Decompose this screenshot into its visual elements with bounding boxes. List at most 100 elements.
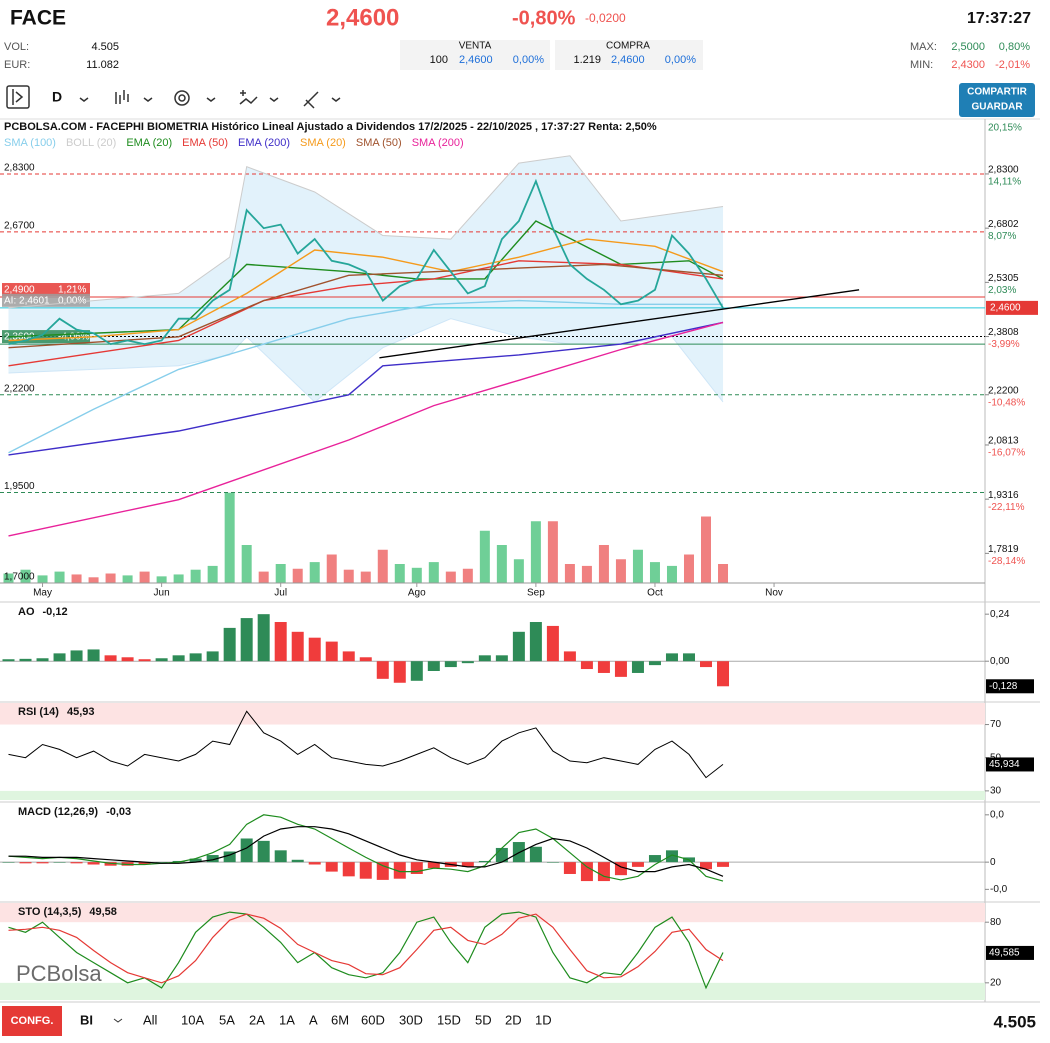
range-button[interactable]: 2A	[249, 1012, 265, 1027]
panel-title: AO	[18, 606, 35, 618]
legend-entry[interactable]: SMA (200)	[412, 137, 464, 149]
histogram-bar	[2, 659, 15, 662]
volume-bar	[513, 559, 524, 583]
histogram-bar	[19, 862, 32, 864]
period-button[interactable]: D	[52, 89, 62, 105]
volume-bar	[377, 549, 388, 583]
range-button[interactable]: 15D	[437, 1012, 461, 1027]
histogram-bar	[529, 846, 542, 863]
symbol: FACE	[10, 7, 66, 30]
mode-button[interactable]: BI	[80, 1012, 93, 1027]
range-button[interactable]: All	[143, 1012, 158, 1027]
volume-bar	[547, 521, 558, 583]
histogram-bar	[717, 862, 730, 867]
macd-line	[8, 814, 724, 882]
range-button[interactable]: 5A	[219, 1012, 235, 1027]
draw-button[interactable]	[303, 91, 319, 109]
indicators-button[interactable]	[239, 90, 258, 105]
legend-entry[interactable]: BOLL (20)	[66, 137, 116, 149]
eur: 11.082	[86, 59, 119, 71]
histogram-bar	[189, 653, 202, 662]
histogram-bar	[325, 862, 338, 872]
range-button[interactable]: 2D	[505, 1012, 522, 1027]
volume-bar	[37, 575, 48, 583]
chart-type-button[interactable]	[115, 90, 129, 104]
min-label: MIN:	[910, 59, 933, 71]
level-label: 1,9500	[4, 481, 35, 492]
histogram-bar	[580, 661, 593, 670]
current-value-box	[986, 679, 1034, 694]
pct-label: 2,03%	[988, 285, 1016, 296]
panel-toggle[interactable]	[6, 85, 30, 109]
min-pct: -2,01%	[995, 59, 1030, 71]
d-line	[8, 913, 724, 984]
legend-entry[interactable]: EMA (20)	[126, 137, 172, 149]
current-value-label: 45,934	[989, 759, 1020, 770]
range-button[interactable]: A	[309, 1012, 318, 1027]
price-line	[8, 178, 724, 346]
volume-bar	[139, 571, 150, 583]
histogram-bar	[274, 622, 287, 662]
histogram-bar	[700, 862, 713, 870]
venta-price: 2,4600	[459, 54, 493, 66]
dropdown-arrows	[79, 97, 341, 102]
histogram-bar	[478, 655, 491, 662]
range-button[interactable]: 60D	[361, 1012, 385, 1027]
panel-value: 45,93	[67, 706, 95, 718]
range-button[interactable]: 10A	[181, 1012, 204, 1027]
share-button[interactable]	[959, 83, 1035, 117]
compra-qty: 1.219	[573, 54, 601, 66]
signal-line	[8, 826, 724, 877]
legend-entry[interactable]: EMA (50)	[182, 137, 228, 149]
volume-bar	[173, 574, 184, 583]
volume-bar	[343, 569, 354, 583]
x-tick-label: Oct	[647, 588, 663, 599]
histogram-bar	[155, 658, 168, 662]
level-label-box	[2, 283, 90, 297]
range-button[interactable]: 6M	[331, 1012, 349, 1027]
current-price-box	[986, 300, 1038, 315]
legend-entry[interactable]: SMA (20)	[300, 137, 346, 149]
legend-entry[interactable]: EMA (200)	[238, 137, 290, 149]
overlay-line	[8, 321, 724, 537]
histogram-bar	[563, 651, 576, 662]
histogram-bar	[87, 862, 100, 865]
vol-label: VOL:	[4, 41, 29, 53]
range-button[interactable]: 1A	[279, 1012, 295, 1027]
current-value-label: 49,585	[989, 948, 1020, 959]
volume-bar	[3, 573, 14, 583]
histogram-bar	[223, 851, 236, 863]
histogram-bar	[36, 862, 49, 864]
pct-label: -22,11%	[988, 502, 1025, 513]
panel-title: RSI (14)	[18, 706, 59, 718]
histogram-bar	[359, 862, 372, 879]
histogram-bar	[53, 653, 66, 662]
range-button[interactable]: 1D	[535, 1012, 552, 1027]
histogram-bar	[631, 862, 644, 867]
legend-entry[interactable]: SMA (100)	[4, 137, 56, 149]
x-tick-label: Sep	[527, 588, 545, 599]
histogram-bar	[325, 641, 338, 662]
volume-bar	[718, 564, 729, 583]
range-button[interactable]: 30D	[399, 1012, 423, 1027]
settings-button[interactable]	[174, 90, 190, 106]
config-button[interactable]	[2, 1006, 62, 1036]
venta-box	[400, 40, 550, 70]
histogram-bar	[2, 862, 15, 863]
volume-bar	[632, 549, 643, 583]
overbought-zone	[0, 903, 985, 923]
histogram-bar	[563, 862, 576, 874]
current-value-box	[986, 945, 1034, 960]
change-pct: -0,80%	[512, 7, 576, 29]
volume-bar	[683, 554, 694, 583]
overbought-zone	[0, 703, 985, 725]
range-button[interactable]: 5D	[475, 1012, 492, 1027]
y-tick-label: 0,24	[990, 609, 1010, 620]
histogram-bar	[206, 855, 219, 863]
histogram-bar	[342, 862, 355, 877]
volume-bar	[326, 554, 337, 583]
volume-bar	[564, 564, 575, 583]
legend-entry[interactable]: SMA (50)	[356, 137, 402, 149]
histogram-bar	[223, 627, 236, 662]
